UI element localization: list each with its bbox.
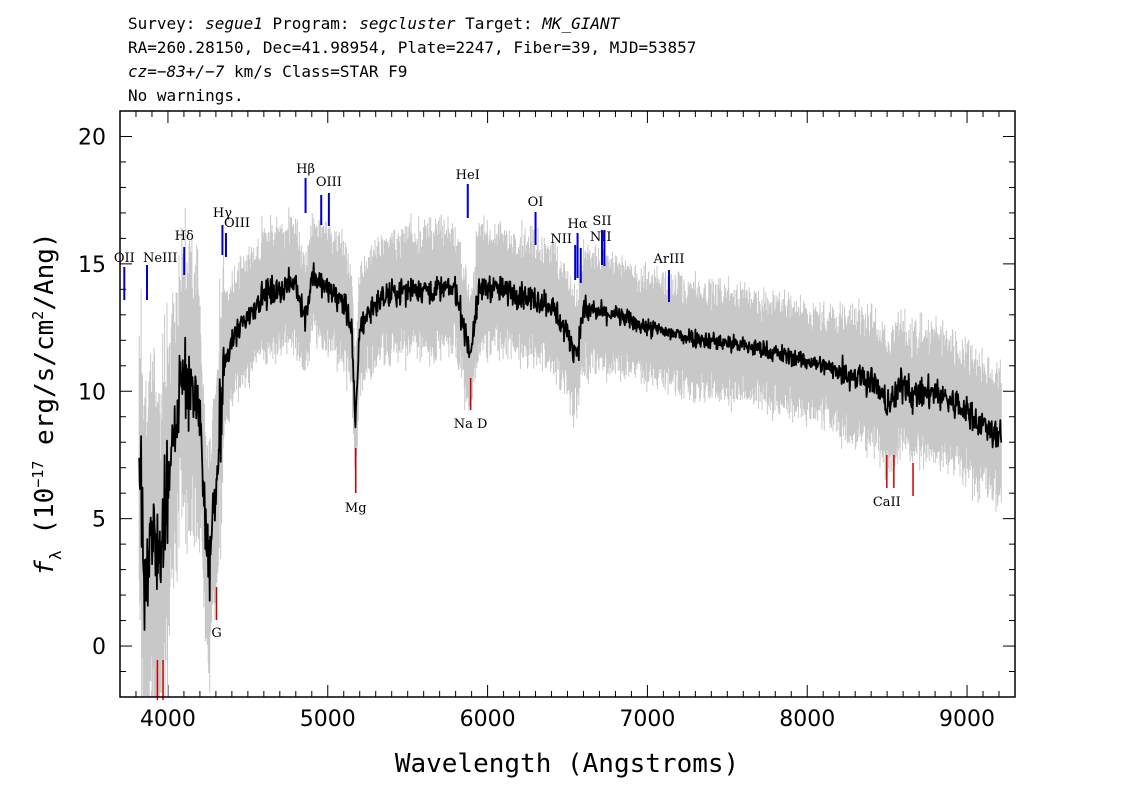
emission-line-label: Hβ (296, 162, 315, 177)
x-tick-label: 4000 (140, 707, 196, 732)
emission-line-label: OI (528, 195, 544, 210)
program-value: segcluster (359, 14, 456, 33)
header-line-1: Survey: segue1 Program: segcluster Targe… (128, 14, 619, 34)
x-tick-label: 7000 (619, 707, 675, 732)
y-tick-label: 0 (92, 635, 106, 660)
emission-line-label: Hα (568, 217, 588, 232)
tick-labels: 4000 5000 6000 7000 8000 9000 0 5 10 15 20 (78, 125, 995, 732)
emission-line-label: NeIII (143, 251, 177, 266)
emission-line-label: Hδ (175, 229, 194, 244)
class-text: km/s Class=STAR F9 (224, 62, 408, 81)
absorption-line-label: Na D (454, 417, 488, 432)
cz-value: =−83+/−7 (147, 62, 225, 81)
emission-line-label: HeI (456, 168, 480, 183)
cz-label: cz (128, 62, 148, 81)
emission-line-label: OIII (224, 216, 250, 231)
y-axis-title: fλ (10−17 erg/s/cm2/Ang) (29, 232, 65, 575)
x-tick-label: 9000 (939, 707, 995, 732)
y-tick-label: 20 (78, 125, 106, 150)
emission-line-label: ArIII (652, 252, 684, 267)
header-line-2: RA=260.28150, Dec=41.98954, Plate=2247, … (128, 38, 697, 57)
plot-frame (119, 110, 1016, 698)
header-line-4: No warnings. (128, 86, 244, 105)
header-line-3: cz=−83+/−7 km/s Class=STAR F9 (128, 62, 407, 82)
emission-line-label: SII (592, 214, 611, 229)
x-tick-label: 5000 (300, 707, 356, 732)
y-tick-label: 15 (78, 253, 106, 278)
target-label: Target: (455, 14, 543, 33)
absorption-line-label: CaII (873, 495, 901, 510)
emission-line-label: Hγ (213, 206, 232, 221)
flux-line (138, 262, 1003, 631)
x-tick-label: 8000 (779, 707, 835, 732)
emission-line-label: NII (590, 230, 612, 245)
x-tick-label: 6000 (460, 707, 516, 732)
target-value: MK_GIANT (542, 14, 620, 33)
survey-value: segue1 (205, 14, 263, 33)
emission-line-label: OII (114, 251, 135, 266)
survey-label: Survey: (128, 14, 206, 33)
x-axis-title: Wavelength (Angstroms) (395, 749, 739, 779)
y-tick-label: 10 (78, 380, 106, 405)
flux-curve (138, 262, 1003, 631)
y-tick-label: 5 (92, 508, 106, 533)
emission-line-label: OIII (316, 175, 342, 190)
absorption-line-label: Mg (345, 501, 367, 516)
emission-line-label: NII (550, 232, 572, 247)
program-label: Program: (262, 14, 360, 33)
spectral-line-markers: OIINeIIIHδHγOIIIHβOIIIOIIIHeIOINIIHαNIIS… (114, 162, 914, 700)
absorption-line-label: G (211, 626, 221, 641)
